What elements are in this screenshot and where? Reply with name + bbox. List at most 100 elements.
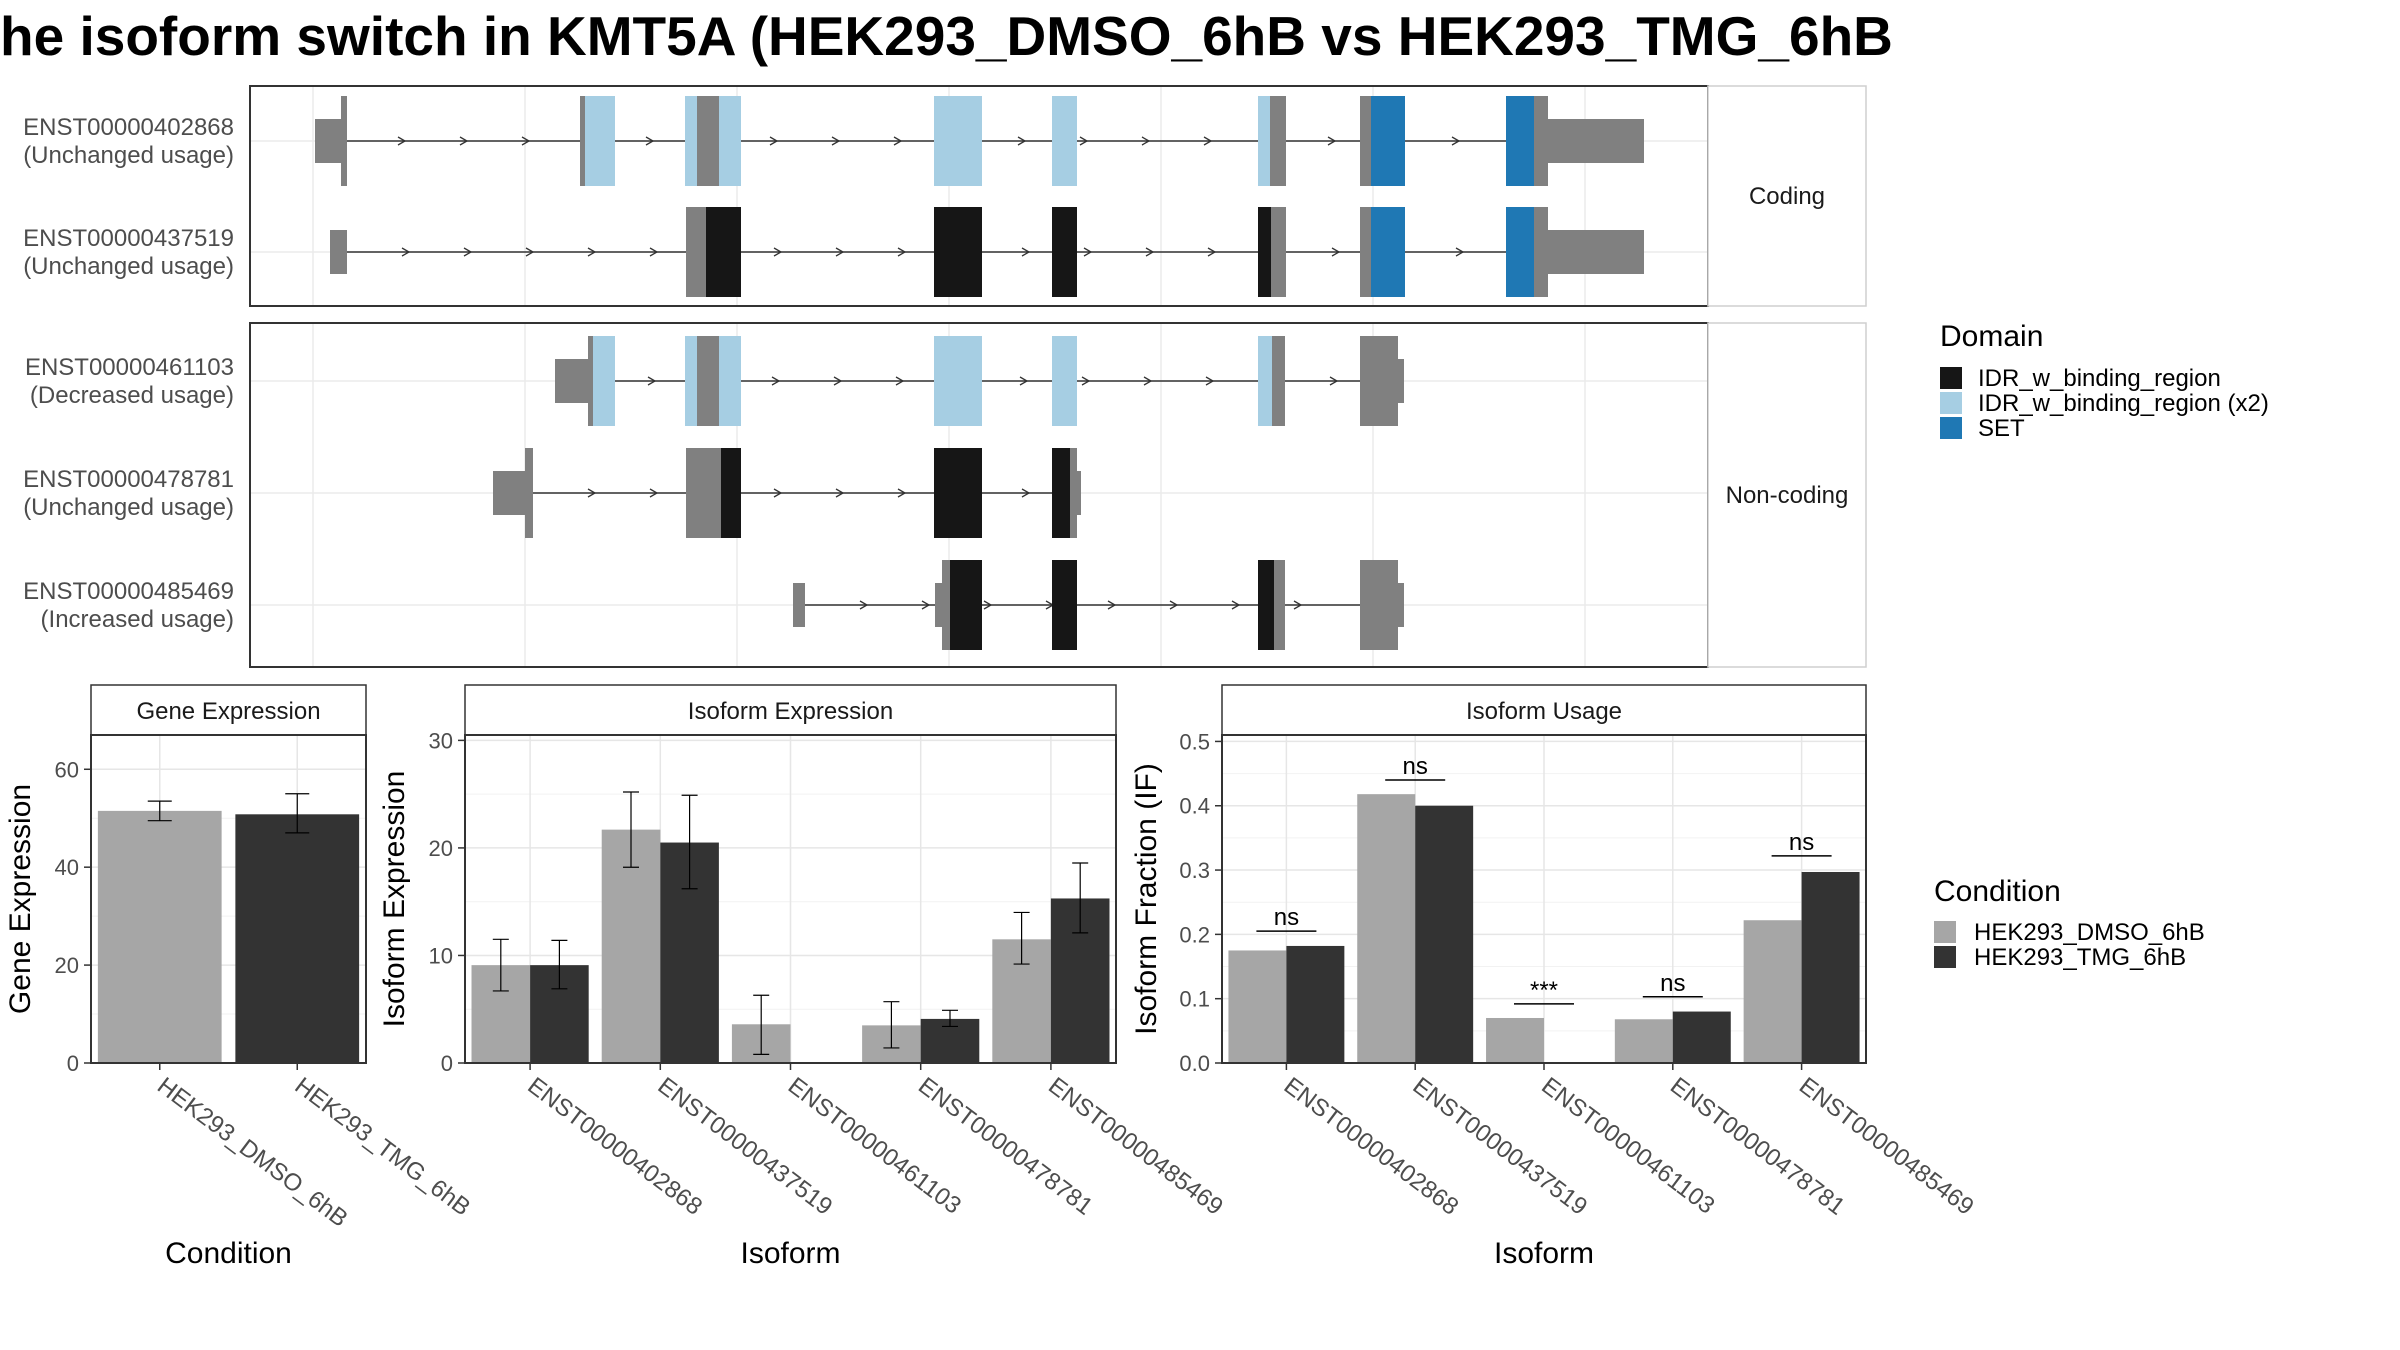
intron-direction-arrow bbox=[1327, 136, 1337, 146]
intron-direction-arrow bbox=[1107, 600, 1117, 610]
y-tick-label: 0 bbox=[441, 1051, 453, 1076]
noncoding-exon-block bbox=[1360, 96, 1371, 186]
idr-binding-region-x2-block bbox=[593, 336, 615, 426]
utr-block bbox=[1398, 583, 1404, 627]
intron-direction-arrow bbox=[773, 488, 783, 498]
condition-legend-swatch bbox=[1934, 921, 1956, 943]
intron-direction-arrow bbox=[831, 136, 841, 146]
bar-ENST00000485469 bbox=[1743, 920, 1802, 1063]
set-domain-block bbox=[1506, 96, 1534, 186]
y-tick-label: 60 bbox=[55, 757, 79, 782]
idr-binding-region-x2-block bbox=[934, 96, 982, 186]
y-tick-label: 40 bbox=[55, 855, 79, 880]
intron-direction-arrow bbox=[587, 488, 597, 498]
utr-block bbox=[493, 471, 525, 515]
utr-block bbox=[1548, 230, 1644, 274]
y-tick-label: 0.5 bbox=[1179, 729, 1210, 754]
intron-direction-arrow bbox=[1083, 247, 1093, 257]
intron-direction-arrow bbox=[895, 376, 905, 386]
bar-ENST00000437519 bbox=[1415, 805, 1474, 1063]
significance-label: ns bbox=[1403, 753, 1428, 780]
utr-block bbox=[555, 359, 590, 403]
transcript-usage-label: (Increased usage) bbox=[41, 606, 234, 633]
utr-block bbox=[1077, 471, 1081, 515]
intron-direction-arrow bbox=[835, 247, 845, 257]
domain-legend-label: IDR_w_binding_region (x2) bbox=[1978, 390, 2269, 417]
set-domain-block bbox=[1371, 207, 1405, 297]
idr-binding-region-block bbox=[1258, 207, 1271, 297]
idr-binding-region-block bbox=[934, 448, 982, 538]
noncoding-exon-block bbox=[1360, 336, 1398, 426]
noncoding-exon-block bbox=[686, 207, 702, 297]
chart-title: Isoform Expression bbox=[688, 698, 893, 725]
intron-direction-arrow bbox=[459, 136, 469, 146]
significance-label: *** bbox=[1530, 977, 1558, 1004]
domain-legend-label: IDR_w_binding_region bbox=[1978, 365, 2221, 392]
y-tick-label: 30 bbox=[429, 728, 453, 753]
intron-direction-arrow bbox=[1455, 247, 1465, 257]
noncoding-exon-block bbox=[686, 448, 721, 538]
chart-strip bbox=[464, 684, 1117, 736]
transcript-id-label: ENST00000478781 bbox=[23, 466, 234, 493]
intron-direction-arrow bbox=[835, 488, 845, 498]
intron-direction-arrow bbox=[1143, 376, 1153, 386]
utr-block bbox=[1398, 359, 1404, 403]
utr-block bbox=[1548, 119, 1644, 163]
transcript-id-label: ENST00000485469 bbox=[23, 578, 234, 605]
noncoding-exon-block bbox=[1534, 96, 1548, 186]
significance-label: ns bbox=[1789, 829, 1814, 856]
idr-binding-region-block bbox=[934, 207, 982, 297]
idr-binding-region-block bbox=[1052, 448, 1070, 538]
significance-label: ns bbox=[1660, 970, 1685, 997]
intron-direction-arrow bbox=[1079, 136, 1089, 146]
intron-direction-arrow bbox=[649, 488, 659, 498]
idr-binding-region-x2-block bbox=[1258, 96, 1270, 186]
bar-ENST00000402868 bbox=[1286, 945, 1345, 1063]
condition-legend-title: Condition bbox=[1934, 875, 2061, 908]
intron-direction-arrow bbox=[1329, 376, 1339, 386]
intron-direction-arrow bbox=[1017, 136, 1027, 146]
transcript-usage-label: (Unchanged usage) bbox=[23, 494, 234, 521]
transcript-id-label: ENST00000402868 bbox=[23, 114, 234, 141]
transcript-structure-panel: CodingNon-codingENST00000402868(Unchange… bbox=[23, 85, 1867, 668]
intron-direction-arrow bbox=[1231, 600, 1241, 610]
y-tick-label: 0 bbox=[67, 1051, 79, 1076]
y-axis-title: Isoform Fraction (IF) bbox=[1130, 763, 1163, 1035]
chart-title: Isoform Usage bbox=[1466, 698, 1622, 725]
intron-direction-arrow bbox=[769, 136, 779, 146]
noncoding-exon-block bbox=[341, 96, 347, 186]
transcript-track-ENST00000437519 bbox=[330, 207, 1644, 297]
bar-ENST00000478781 bbox=[1614, 1019, 1673, 1063]
domain-legend-swatch bbox=[1940, 367, 1962, 389]
intron-direction-arrow bbox=[587, 247, 597, 257]
intron-direction-arrow bbox=[525, 247, 535, 257]
intron-direction-arrow bbox=[1141, 136, 1151, 146]
intron-direction-arrow bbox=[1207, 247, 1217, 257]
isoform-usage-chart: Isoform Usage ns ns *** ns ns 0.0 0.1 0.2 0.3 0.4 0… bbox=[1130, 684, 1979, 1270]
y-tick-label: 10 bbox=[429, 943, 453, 968]
idr-binding-region-x2-block bbox=[719, 336, 741, 426]
idr-binding-region-x2-block bbox=[1052, 336, 1077, 426]
y-tick-label: 20 bbox=[429, 836, 453, 861]
noncoding-exon-block bbox=[942, 560, 950, 650]
domain-legend-swatch bbox=[1940, 392, 1962, 414]
noncoding-exon-block bbox=[697, 96, 719, 186]
transcript-usage-label: (Unchanged usage) bbox=[23, 253, 234, 280]
noncoding-exon-block bbox=[697, 336, 719, 426]
bar-ENST00000437519 bbox=[1357, 794, 1416, 1063]
idr-binding-region-block bbox=[1052, 560, 1077, 650]
figure-title: he isoform switch in KMT5A (HEK293_DMSO_… bbox=[0, 5, 1893, 67]
chart-strip bbox=[1221, 684, 1867, 736]
intron-direction-arrow bbox=[1205, 376, 1215, 386]
bar-HEK293_TMG_6hB bbox=[235, 814, 360, 1063]
significance-label: ns bbox=[1274, 904, 1299, 931]
idr-binding-region-block bbox=[721, 448, 741, 538]
noncoding-exon-block bbox=[1270, 96, 1286, 186]
condition-legend-label: HEK293_DMSO_6hB bbox=[1974, 919, 2205, 946]
set-domain-block bbox=[1371, 96, 1405, 186]
bar-ENST00000461103 bbox=[1486, 1017, 1544, 1063]
x-axis-title: Isoform bbox=[740, 1237, 840, 1270]
facet-strip bbox=[1707, 322, 1867, 668]
